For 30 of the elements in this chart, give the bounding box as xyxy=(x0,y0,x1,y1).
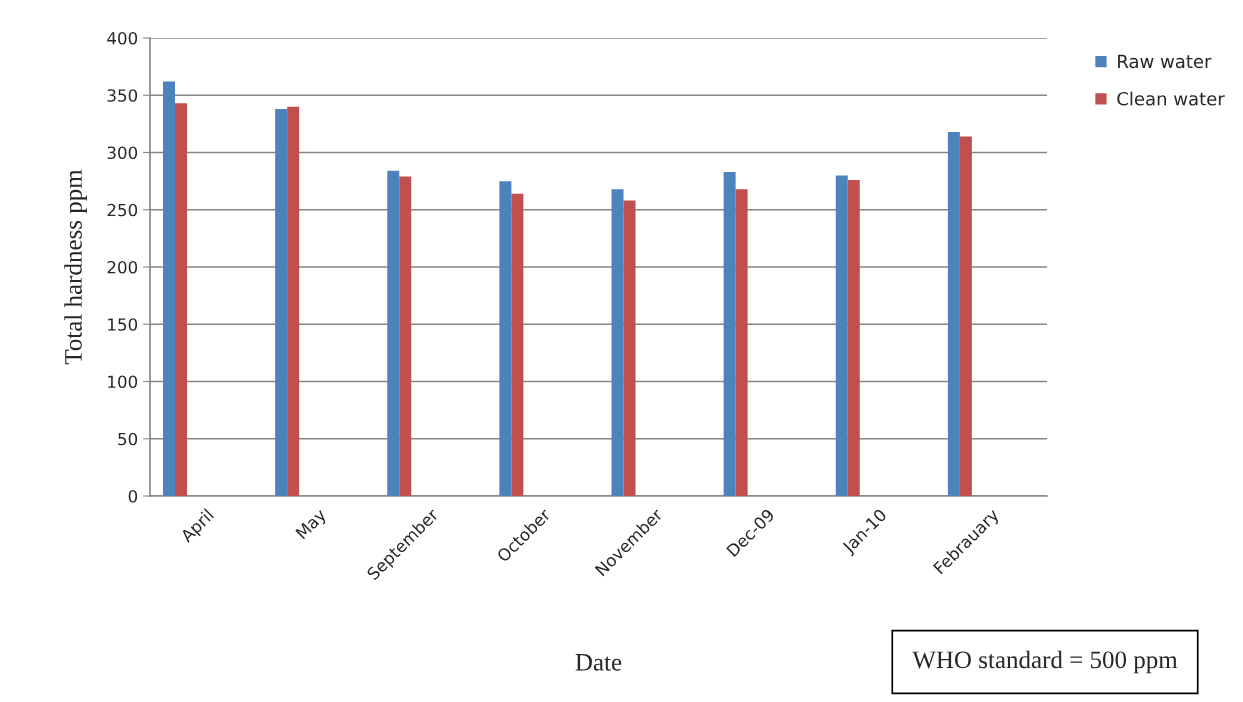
legend-label: Clean water xyxy=(1117,91,1225,106)
y-tick-label: 150 xyxy=(108,318,138,331)
bar xyxy=(735,189,748,496)
x-axis-title: Date xyxy=(575,654,622,671)
bar xyxy=(275,108,288,496)
y-tick-label: 250 xyxy=(107,203,138,217)
y-tick-label: 100 xyxy=(108,375,138,389)
bar xyxy=(623,200,636,496)
bar xyxy=(499,181,512,496)
bar xyxy=(835,175,848,496)
bar xyxy=(611,189,624,496)
y-tick-label: 200 xyxy=(107,260,138,274)
bar xyxy=(163,81,175,496)
bar xyxy=(723,171,736,496)
y-tick-label: 400 xyxy=(107,31,138,45)
bar xyxy=(175,103,187,496)
legend-label: Raw water xyxy=(1118,54,1212,69)
y-tick-label: 50 xyxy=(118,432,138,446)
y-tick-label: 300 xyxy=(107,146,138,160)
y-tick-label: 350 xyxy=(107,89,138,102)
bar xyxy=(511,193,524,496)
y-tick-label: 0 xyxy=(128,489,138,503)
bar xyxy=(847,179,860,496)
bar xyxy=(287,106,300,496)
bar xyxy=(399,176,412,496)
bar xyxy=(387,170,400,496)
bar xyxy=(959,136,972,496)
text: WHO standard = 500 ppm xyxy=(912,650,1178,674)
y-axis-title: Total hardness ppm xyxy=(64,169,87,365)
bar xyxy=(947,131,960,496)
